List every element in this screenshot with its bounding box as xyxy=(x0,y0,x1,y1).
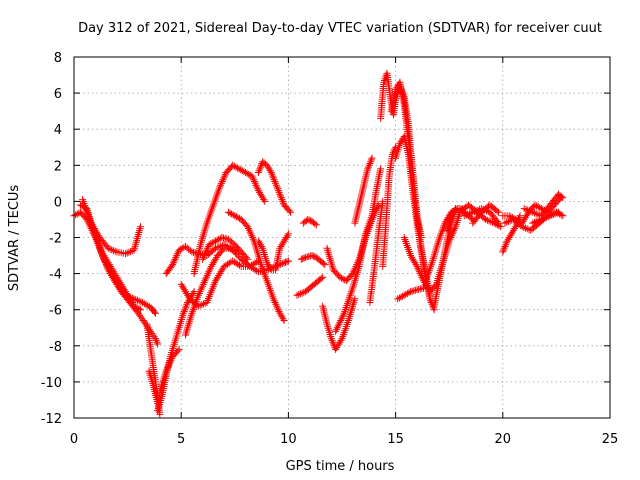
y-tick-label: 6 xyxy=(54,87,62,102)
point-marks xyxy=(394,284,427,303)
x-tick-label: 0 xyxy=(70,432,78,447)
series-arc-9 xyxy=(162,241,292,278)
series-arc-4 xyxy=(96,244,159,317)
y-axis-label: SDTVAR / TECUs xyxy=(7,185,22,292)
point-marks xyxy=(293,273,327,299)
series-arc-11 xyxy=(182,244,241,339)
series-arc-23 xyxy=(351,154,376,227)
x-tick-label: 5 xyxy=(177,432,185,447)
grid xyxy=(74,57,610,418)
point-marks xyxy=(254,158,294,216)
series-arc-22 xyxy=(332,165,385,335)
x-tick-label: 20 xyxy=(495,432,512,447)
y-axis: -12 -10 -8 -6 -4 -2 0 2 4 6 8 xyxy=(41,51,610,427)
chart-title: Day 312 of 2021, Sidereal Day-to-day VTE… xyxy=(78,21,602,36)
point-marks xyxy=(177,257,262,310)
y-tick-label: 2 xyxy=(54,159,62,174)
point-marks xyxy=(79,196,144,258)
data-marks xyxy=(70,69,567,418)
point-marks xyxy=(182,244,241,339)
series-arc-8 xyxy=(156,345,183,397)
series-arc-12 xyxy=(190,161,269,278)
series-arc-17 xyxy=(299,215,320,229)
point-marks xyxy=(224,208,288,324)
x-tick-label: 10 xyxy=(280,432,297,447)
y-tick-label: -6 xyxy=(49,304,62,319)
series-arc-25 xyxy=(379,143,400,270)
point-marks xyxy=(162,241,292,278)
x-axis-label: GPS time / hours xyxy=(286,459,395,474)
y-tick-label: -4 xyxy=(49,268,62,283)
series-arc-13 xyxy=(199,234,252,263)
point-marks xyxy=(254,230,292,274)
series-arc-3 xyxy=(79,196,144,258)
point-marks xyxy=(145,367,162,408)
point-marks xyxy=(469,201,502,227)
series-arc-24 xyxy=(366,197,387,306)
series-arc-18 xyxy=(297,252,329,269)
point-marks xyxy=(190,161,269,278)
x-axis: 0 5 10 15 20 25 xyxy=(70,57,618,447)
point-marks xyxy=(299,215,320,229)
series-arc-36 xyxy=(469,201,502,227)
point-marks xyxy=(96,244,159,317)
y-tick-label: -2 xyxy=(49,232,62,247)
series-arc-10 xyxy=(177,257,262,310)
y-tick-label: -8 xyxy=(49,340,62,355)
series-arc-41 xyxy=(529,208,562,227)
series-arc-40 xyxy=(520,190,567,220)
series-arc-14 xyxy=(224,208,288,324)
y-tick-label: 4 xyxy=(54,123,62,138)
point-marks xyxy=(156,345,183,397)
series-arc-29 xyxy=(394,284,427,303)
series-arc-32 xyxy=(430,205,460,310)
series-arc-6 xyxy=(145,367,162,408)
series-arc-15 xyxy=(254,230,292,274)
y-tick-label: -10 xyxy=(41,376,62,391)
point-marks xyxy=(379,143,400,270)
point-marks xyxy=(430,205,460,310)
series-arc-30 xyxy=(400,208,464,296)
point-marks xyxy=(199,234,252,263)
point-marks xyxy=(529,208,562,227)
point-marks xyxy=(400,208,464,296)
point-marks xyxy=(297,252,329,269)
y-tick-label: -12 xyxy=(41,412,62,427)
point-marks xyxy=(520,190,567,220)
series-arc-20 xyxy=(319,295,359,353)
point-marks xyxy=(332,165,385,335)
series-arc-16 xyxy=(254,158,294,216)
series-arc-19 xyxy=(293,273,327,299)
x-tick-label: 15 xyxy=(387,432,404,447)
point-marks xyxy=(351,154,376,227)
point-marks xyxy=(319,295,359,353)
y-tick-label: 0 xyxy=(54,195,62,210)
x-tick-label: 25 xyxy=(602,432,619,447)
point-marks xyxy=(366,197,387,306)
y-tick-label: 8 xyxy=(54,51,62,66)
